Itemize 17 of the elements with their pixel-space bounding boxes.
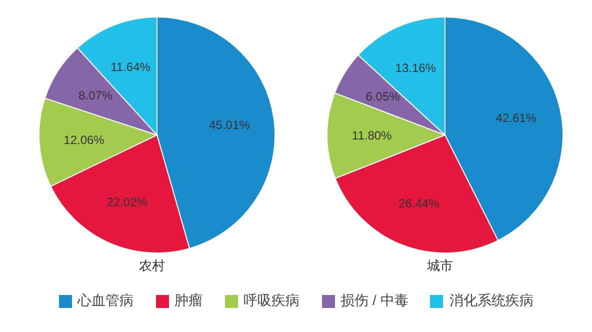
data-label: 6.05%: [366, 89, 400, 104]
legend-label: 损伤 / 中毒: [340, 292, 408, 310]
data-label: 11.64%: [110, 60, 151, 74]
data-label: 26.44%: [398, 196, 440, 210]
data-label: 12.06%: [64, 132, 105, 147]
text: 农村: [139, 258, 165, 273]
data-label: 22.02%: [106, 194, 148, 209]
data-label: 8.07%: [78, 88, 113, 102]
data-label: 45.01%: [209, 118, 250, 132]
data-label: 13.16%: [395, 60, 436, 75]
data-label: 42.61%: [496, 111, 537, 126]
text: 城市: [426, 258, 453, 273]
legend-label: 呼吸疾病: [244, 292, 300, 310]
data-label: 11.80%: [352, 128, 392, 142]
legend-label: 肿瘤: [174, 292, 203, 310]
legend-label: 消化系统疾病: [449, 292, 534, 310]
legend-label: 心血管病: [78, 292, 134, 310]
